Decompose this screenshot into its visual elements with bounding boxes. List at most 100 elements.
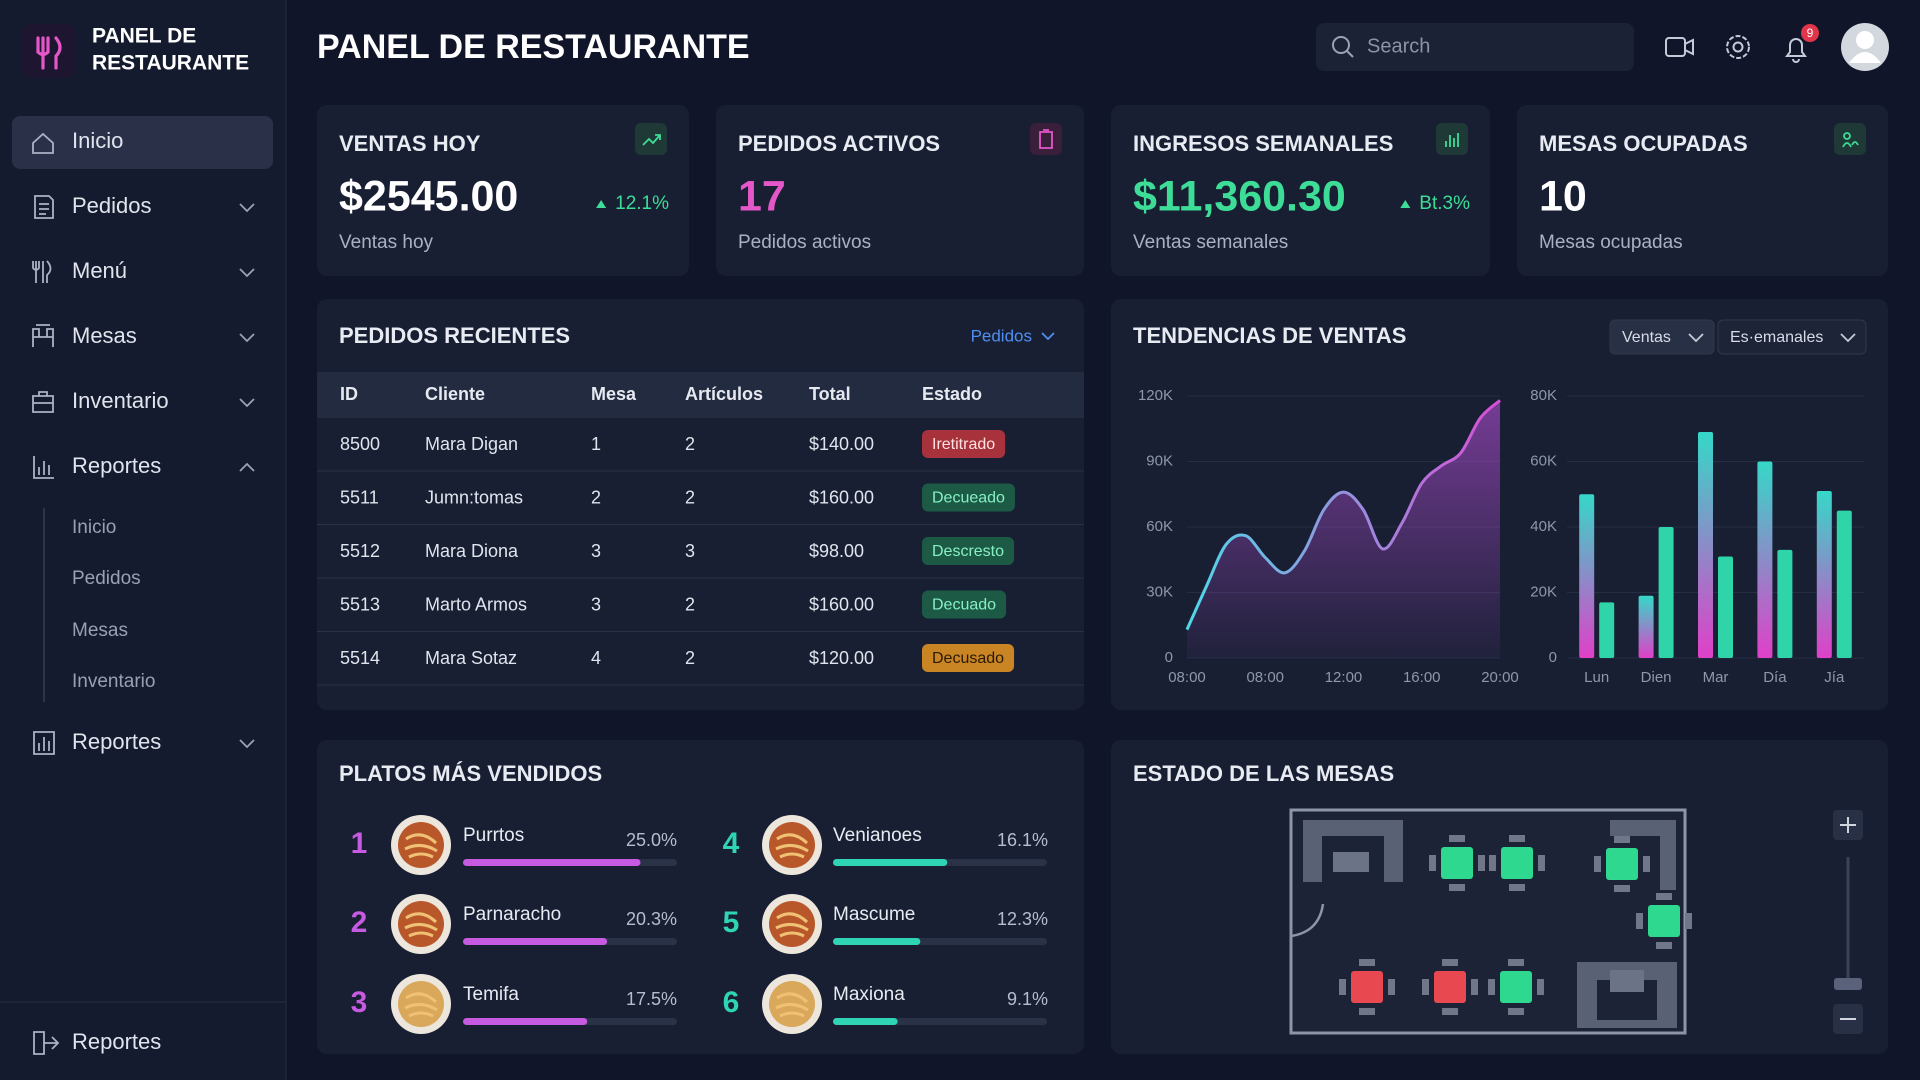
filter-button[interactable]	[1609, 319, 1715, 355]
page-title: PANEL DE RESTAURANTE	[317, 28, 750, 66]
filter-label[interactable]: Ventas	[1622, 329, 1671, 346]
kpi-change: Bt.3%	[1419, 193, 1470, 214]
status-pill	[922, 590, 1007, 619]
table-cell: $160.00	[809, 487, 874, 507]
dish-bar	[463, 859, 641, 866]
table-cell: Marto Armos	[425, 594, 527, 614]
notification-icon[interactable]	[1785, 24, 1819, 63]
nav-label[interactable]: Reportes	[72, 729, 161, 754]
kpi-change-arrow	[596, 200, 607, 208]
table-header: Estado	[922, 384, 982, 404]
table-cell: Mara Digan	[425, 434, 518, 454]
dish-name: Purrtos	[463, 825, 524, 846]
kpi-icon	[1030, 123, 1062, 155]
dish-bar	[833, 859, 948, 866]
subnav-label[interactable]: Pedidos	[72, 568, 141, 589]
status-pill	[922, 483, 1015, 512]
zoom-out[interactable]	[1833, 1004, 1863, 1034]
kpi-subtitle: Ventas semanales	[1133, 232, 1288, 253]
dishes-title: PLATOS MÁS VENDIDOS	[339, 761, 602, 786]
table-cell: Mara Diona	[425, 541, 519, 561]
nav-label[interactable]: Reportes	[72, 453, 161, 478]
table-cell: 1	[591, 434, 601, 454]
table-cell: 2	[685, 487, 695, 507]
nav-label[interactable]: Inventario	[72, 388, 169, 413]
dish-rank: 5	[723, 906, 740, 939]
filter-label[interactable]: Es·emanales	[1730, 329, 1823, 346]
zoom-in[interactable]	[1833, 810, 1863, 840]
table-cell: 3	[591, 594, 601, 614]
table-cell: Mara Sotaz	[425, 648, 517, 668]
table-header: Mesa	[591, 384, 637, 404]
nav-label[interactable]: Menú	[72, 258, 127, 283]
dish-share-label: 25.0%	[626, 830, 677, 850]
nav-active-bg[interactable]	[12, 116, 273, 169]
table-cell: 3	[591, 541, 601, 561]
y-tick-label: 90K	[1146, 452, 1173, 469]
bar	[1638, 595, 1654, 658]
x-tick-label: Dien	[1641, 669, 1672, 686]
settings-icon[interactable]	[1726, 35, 1750, 59]
table-cell: 2	[685, 434, 695, 454]
nav-label[interactable]: Mesas	[72, 323, 137, 348]
orders-filter-label[interactable]: Pedidos	[971, 326, 1032, 345]
bar	[1579, 494, 1595, 658]
status-label: Descresto	[932, 543, 1004, 560]
subnav-label[interactable]: Mesas	[72, 620, 128, 641]
sidebar-footer-item[interactable]: Reportes	[72, 1029, 161, 1054]
kpi-title: PEDIDOS ACTIVOS	[738, 131, 940, 156]
kpi-icon	[1436, 123, 1468, 155]
avatar[interactable]	[1841, 23, 1889, 71]
subnav-label[interactable]: Inicio	[72, 517, 116, 538]
table-cell: 2	[591, 487, 601, 507]
dish-bar	[833, 938, 921, 945]
y-tick-label: 30K	[1146, 583, 1173, 600]
dish-food-detail	[775, 992, 809, 1018]
table-cell: $120.00	[809, 648, 874, 668]
kpi-change: 12.1%	[615, 193, 669, 214]
chevron	[239, 203, 255, 213]
dish-food-detail	[775, 833, 809, 859]
nav-icon	[33, 731, 55, 755]
dish-rank: 4	[723, 827, 740, 860]
tables-title: ESTADO DE LAS MESAS	[1133, 761, 1394, 786]
kpi-icon-glyph	[1039, 129, 1053, 149]
x-tick-label: 08:00	[1168, 669, 1206, 686]
kpi-icon-glyph	[1445, 133, 1459, 147]
subnav-label[interactable]: Inventario	[72, 671, 155, 692]
nav-icon	[33, 456, 54, 479]
chevron	[239, 333, 255, 343]
dish-food-detail	[404, 833, 438, 859]
filter-button[interactable]	[1717, 319, 1867, 355]
kpi-subtitle: Pedidos activos	[738, 232, 871, 253]
y-tick-label: 20K	[1530, 583, 1557, 600]
kpi-icon-glyph	[1842, 132, 1859, 148]
kpi-value: $11,360.30	[1133, 172, 1346, 220]
notification-badge: 9	[1807, 26, 1814, 40]
zoom-knob[interactable]	[1834, 978, 1862, 990]
video-icon[interactable]	[1665, 37, 1694, 57]
bar	[1777, 549, 1793, 658]
chevron	[239, 268, 255, 278]
table-cell: $160.00	[809, 594, 874, 614]
status-label: Decusado	[932, 650, 1004, 667]
table-cell: 3	[685, 541, 695, 561]
search-box[interactable]	[1316, 23, 1634, 71]
dish-bar	[833, 1018, 898, 1025]
area-fill	[1187, 400, 1500, 658]
dish-name: Venianoes	[833, 825, 922, 846]
x-tick-label: 20:00	[1481, 669, 1519, 686]
table-cell: Jumn:tomas	[425, 487, 523, 507]
nav-icon	[32, 260, 52, 283]
nav-label[interactable]: Pedidos	[72, 193, 152, 218]
dish-rank: 1	[351, 827, 368, 860]
status-label: Decuado	[932, 597, 996, 614]
nav-icon	[32, 391, 54, 413]
bar	[1658, 527, 1674, 658]
orders-filter[interactable]: Pedidos	[971, 326, 1055, 345]
kpi-icon	[1834, 123, 1866, 155]
nav-label[interactable]: Inicio	[72, 128, 123, 153]
dish-bar	[463, 938, 608, 945]
bar	[1816, 490, 1832, 658]
